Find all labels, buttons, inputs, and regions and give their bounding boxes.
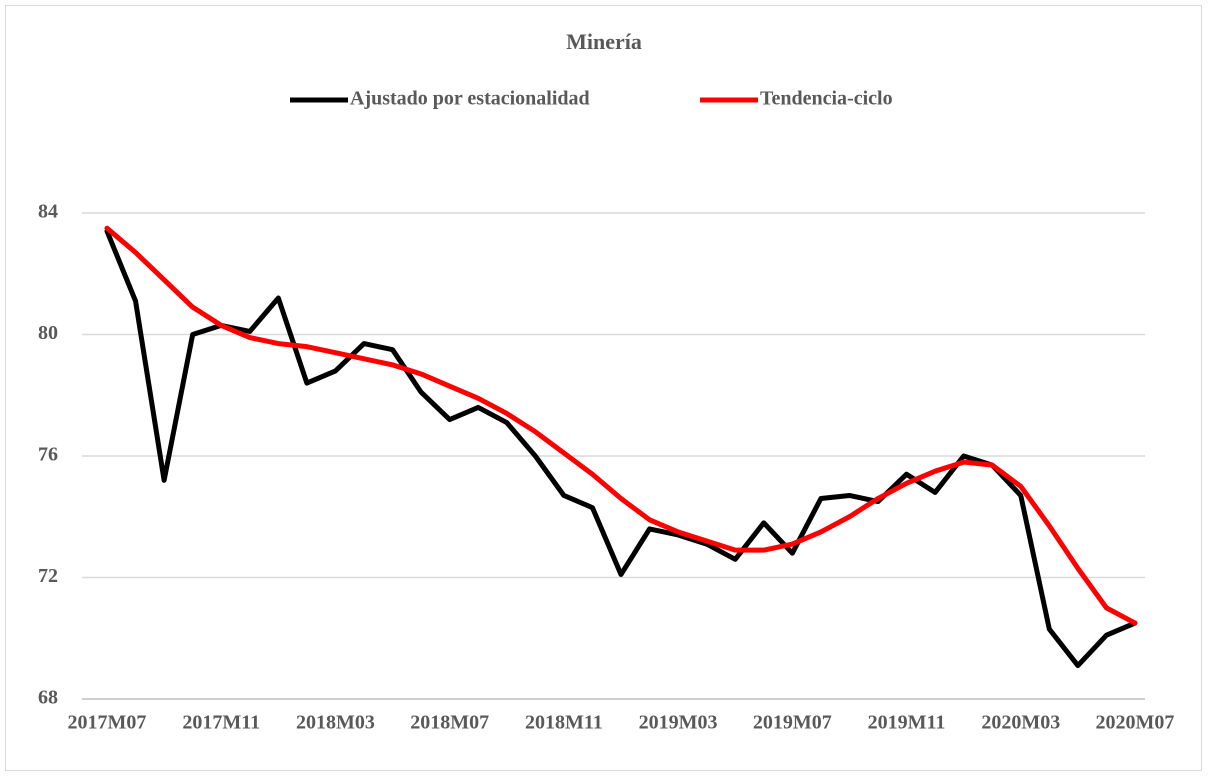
x-tick-label: 2017M11 [182, 712, 260, 734]
x-tick-label: 2017M07 [68, 712, 147, 734]
legend-label: Ajustado por estacionalidad [350, 88, 590, 110]
y-tick-label: 68 [38, 687, 58, 709]
x-tick-label: 2018M11 [525, 712, 603, 734]
x-tick-label: 2019M03 [639, 712, 718, 734]
x-tick-label: 2019M11 [868, 712, 946, 734]
chart-title: Minería [566, 29, 642, 54]
y-tick-label: 72 [38, 565, 58, 587]
y-tick-label: 80 [38, 322, 58, 344]
x-tick-label: 2020M07 [1096, 712, 1175, 734]
y-tick-label: 76 [38, 444, 58, 466]
x-tick-label: 2018M03 [296, 712, 375, 734]
legend-label: Tendencia-ciclo [760, 88, 893, 110]
y-tick-label: 84 [38, 201, 58, 223]
series-line [104, 225, 1138, 626]
x-tick-label: 2018M07 [410, 712, 489, 734]
x-tick-label: 2019M07 [753, 712, 832, 734]
chart-frame [5, 5, 1202, 771]
series-line [104, 228, 1138, 669]
x-tick-label: 2020M03 [981, 712, 1060, 734]
